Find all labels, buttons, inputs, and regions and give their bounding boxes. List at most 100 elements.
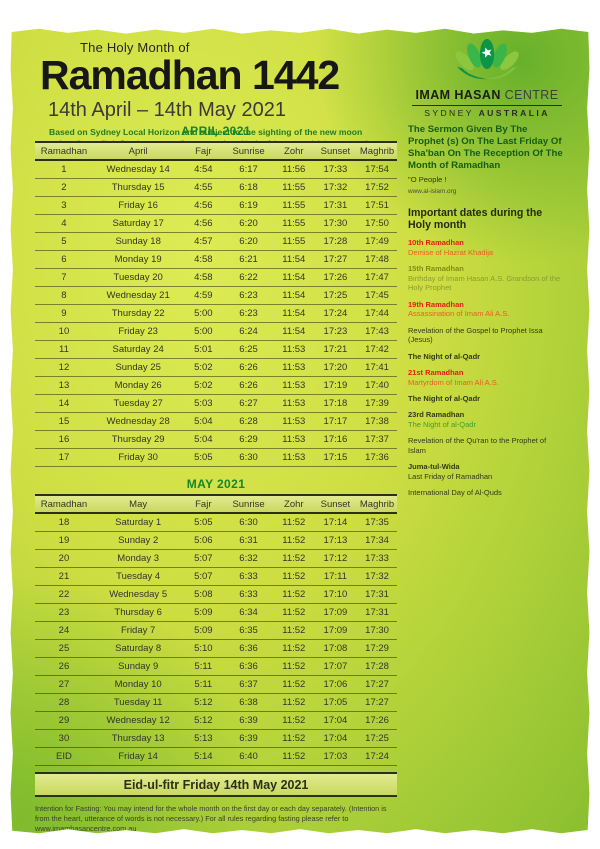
cell-fajr: 5:07 xyxy=(194,553,213,564)
cell-weekday-date: Monday 3 xyxy=(117,553,160,564)
cell-zohr: 11:52 xyxy=(282,517,306,528)
cell-maghrib: 17:52 xyxy=(365,182,389,193)
cell-sunset: 17:17 xyxy=(323,416,348,427)
table-row: 24 Friday 7 5:09 6:35 11:52 17:09 17:30 xyxy=(35,622,397,640)
cell-maghrib: 17:28 xyxy=(365,661,389,672)
cell-maghrib: 17:25 xyxy=(365,733,389,744)
cell-weekday-date: Thursday 29 xyxy=(111,434,165,445)
cell-sunset: 17:08 xyxy=(323,643,348,654)
cell-sunrise: 6:23 xyxy=(239,290,258,301)
important-date-description: Assassination of Imam Ali A.S. xyxy=(408,309,510,319)
important-date-heading: Revelation of the Gospel to Prophet Issa… xyxy=(408,325,543,345)
cell-maghrib: 17:34 xyxy=(365,535,389,546)
cell-ramadhan-day: 22 xyxy=(58,589,70,600)
table-row: 29 Wednesday 12 5:12 6:39 11:52 17:04 17… xyxy=(35,712,397,730)
important-date-heading: 21st Ramadhan xyxy=(408,367,464,377)
table-row: 21 Tuesday 4 5:07 6:33 11:52 17:11 17:32 xyxy=(35,568,397,586)
cell-zohr: 11:54 xyxy=(282,308,306,319)
cell-ramadhan-day: 23 xyxy=(58,607,70,618)
cell-sunset: 17:21 xyxy=(323,344,348,355)
cell-maghrib: 17:38 xyxy=(365,416,389,427)
april-table-header-row: Ramadhan April Fajr Sunrise Zohr Sunset … xyxy=(35,141,397,161)
cell-maghrib: 17:54 xyxy=(365,164,389,175)
cell-ramadhan-day: EID xyxy=(56,751,72,762)
cell-ramadhan-day: 12 xyxy=(58,362,70,373)
column-header-sunrise: Sunrise xyxy=(232,145,265,157)
cell-fajr: 5:04 xyxy=(194,434,213,445)
important-date-heading: 19th Ramadhan xyxy=(408,299,464,309)
cell-ramadhan-day: 10 xyxy=(58,326,70,337)
cell-ramadhan-day: 4 xyxy=(61,218,67,229)
cell-sunrise: 6:34 xyxy=(239,607,258,618)
cell-zohr: 11:52 xyxy=(282,733,306,744)
cell-sunset: 17:03 xyxy=(323,751,348,762)
cell-maghrib: 17:51 xyxy=(365,200,389,211)
important-date-heading: 23rd Ramadhan xyxy=(408,410,465,420)
cell-ramadhan-day: 7 xyxy=(61,272,67,283)
cell-ramadhan-day: 29 xyxy=(58,715,70,726)
cell-maghrib: 17:35 xyxy=(365,517,389,528)
table-row: 16 Thursday 29 5:04 6:29 11:53 17:16 17:… xyxy=(35,431,397,449)
table-row: 27 Monday 10 5:11 6:37 11:52 17:06 17:27 xyxy=(35,676,397,694)
important-date-heading: International Day of Al-Quds xyxy=(408,488,502,498)
eid-banner: Eid-ul-fitr Friday 14th May 2021 xyxy=(35,772,397,797)
april-table-body: 1 Wednesday 14 4:54 6:17 11:56 17:33 17:… xyxy=(35,161,397,467)
logo-name-light: CENTRE xyxy=(500,88,559,102)
cell-weekday-date: Friday 16 xyxy=(118,200,158,211)
cell-sunrise: 6:39 xyxy=(239,733,258,744)
important-date-item: International Day of Al-Quds xyxy=(408,488,566,498)
logo-name: IMAM HASAN CENTRE xyxy=(406,88,568,102)
cell-weekday-date: Sunday 18 xyxy=(115,236,161,247)
table-row: 22 Wednesday 5 5:08 6:33 11:52 17:10 17:… xyxy=(35,586,397,604)
important-date-description: The Night of al-Qadr xyxy=(408,419,476,429)
column-header-ramadhan: Ramadhan xyxy=(40,498,88,510)
important-date-item: 15th Ramadhan Birthday of Imam Hasan A.S… xyxy=(408,264,566,293)
cell-weekday-date: Friday 23 xyxy=(118,326,158,337)
important-date-item: The Night of al-Qadr xyxy=(408,394,566,404)
sidebar-column: The Sermon Given By The Prophet (s) On T… xyxy=(408,124,566,504)
cell-sunset: 17:05 xyxy=(323,697,348,708)
sermon-opening: "O People ! xyxy=(408,174,447,184)
cell-weekday-date: Sunday 9 xyxy=(118,661,159,672)
cell-zohr: 11:53 xyxy=(282,434,306,445)
table-row: 14 Tuesday 27 5:03 6:27 11:53 17:18 17:3… xyxy=(35,395,397,413)
table-row: 23 Thursday 6 5:09 6:34 11:52 17:09 17:3… xyxy=(35,604,397,622)
table-row: 5 Sunday 18 4:57 6:20 11:55 17:28 17:49 xyxy=(35,233,397,251)
page-title: Ramadhan 1442 xyxy=(40,52,340,98)
cell-maghrib: 17:33 xyxy=(365,553,389,564)
cell-maghrib: 17:43 xyxy=(365,326,389,337)
cell-sunrise: 6:35 xyxy=(239,625,258,636)
cell-sunrise: 6:39 xyxy=(239,715,258,726)
cell-ramadhan-day: 28 xyxy=(58,697,70,708)
cell-sunrise: 6:32 xyxy=(239,553,258,564)
cell-ramadhan-day: 16 xyxy=(58,434,70,445)
important-date-heading: Juma-tul-Wida xyxy=(408,462,460,472)
cell-sunset: 17:23 xyxy=(323,326,348,337)
cell-sunset: 17:12 xyxy=(323,553,348,564)
table-row: 13 Monday 26 5:02 6:26 11:53 17:19 17:40 xyxy=(35,377,397,395)
cell-ramadhan-day: 18 xyxy=(58,517,70,528)
dua-heading: Dua to be recited at completion of fast. xyxy=(140,839,292,849)
table-row: 10 Friday 23 5:00 6:24 11:54 17:23 17:43 xyxy=(35,323,397,341)
cell-sunrise: 6:25 xyxy=(239,344,258,355)
important-date-description: Demise of Hazrat Khadija xyxy=(408,247,494,257)
cell-sunrise: 6:30 xyxy=(239,517,258,528)
important-dates-title: Important dates during the Holy month xyxy=(408,206,543,231)
table-row: 1 Wednesday 14 4:54 6:17 11:56 17:33 17:… xyxy=(35,161,397,179)
cell-sunset: 17:32 xyxy=(323,182,348,193)
column-header-zohr: Zohr xyxy=(284,498,304,510)
cell-sunset: 17:18 xyxy=(323,398,348,409)
cell-weekday-date: Monday 10 xyxy=(114,679,162,690)
cell-ramadhan-day: 6 xyxy=(61,254,67,265)
cell-fajr: 4:58 xyxy=(194,254,213,265)
important-date-heading: Revelation of the Qu'ran to the Prophet … xyxy=(408,436,547,455)
cell-sunrise: 6:33 xyxy=(239,589,258,600)
table-row: 3 Friday 16 4:56 6:19 11:55 17:31 17:51 xyxy=(35,197,397,215)
important-date-heading: 15th Ramadhan xyxy=(408,263,464,273)
cell-sunset: 17:10 xyxy=(323,589,348,600)
cell-sunset: 17:15 xyxy=(323,452,348,463)
important-date-item: Revelation of the Qu'ran to the Prophet … xyxy=(408,436,566,456)
cell-maghrib: 17:26 xyxy=(365,715,389,726)
cell-sunrise: 6:23 xyxy=(239,308,258,319)
table-row: 15 Wednesday 28 5:04 6:28 11:53 17:17 17… xyxy=(35,413,397,431)
